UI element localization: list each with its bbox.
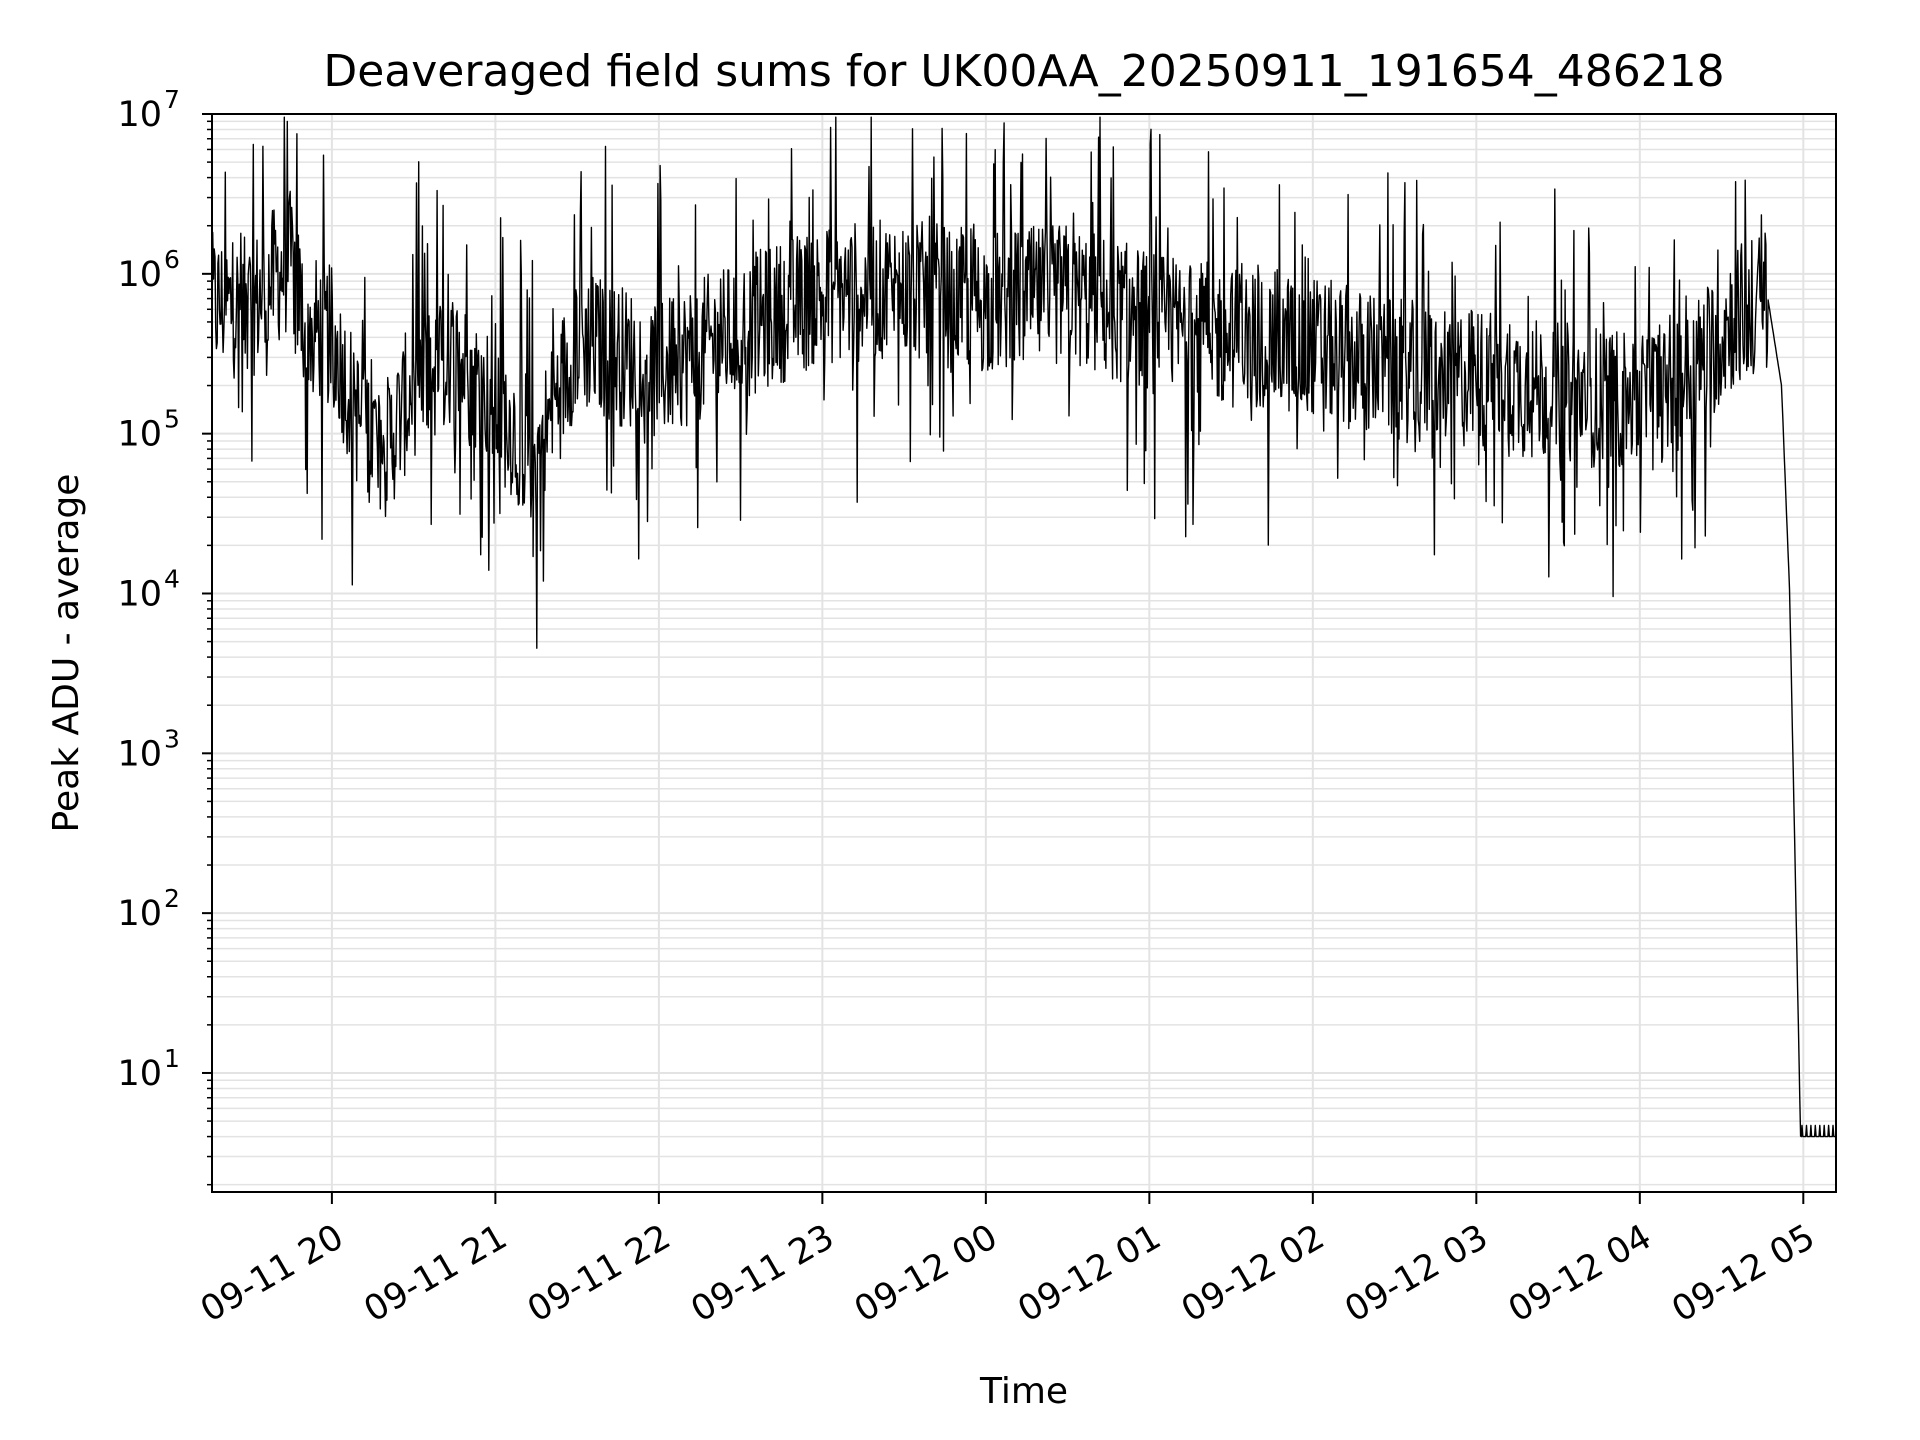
y-tick-label-exponent: 1 [164,1044,180,1073]
y-tick-label: 10 [117,734,162,774]
y-axis-label: Peak ADU - average [46,474,87,833]
y-tick-label: 10 [117,574,162,614]
y-tick-label-exponent: 3 [164,724,180,753]
y-tick-label-exponent: 7 [164,85,180,114]
y-tick-label-exponent: 2 [164,884,180,913]
y-tick-label-exponent: 4 [164,564,180,593]
y-tick-label: 10 [117,894,162,934]
y-tick-label: 10 [117,95,162,135]
chart-title: Deaveraged field sums for UK00AA_2025091… [323,46,1724,97]
y-tick-label: 10 [117,415,162,455]
plot-frame [211,113,1837,1193]
y-tick-label-exponent: 6 [164,245,180,274]
y-tick-label: 10 [117,255,162,295]
y-tick-label: 10 [117,1054,162,1094]
y-tick-label-exponent: 5 [164,405,180,434]
series-layer [211,116,1836,1138]
x-axis-label: Time [979,1371,1068,1412]
series-line [211,116,1836,1138]
